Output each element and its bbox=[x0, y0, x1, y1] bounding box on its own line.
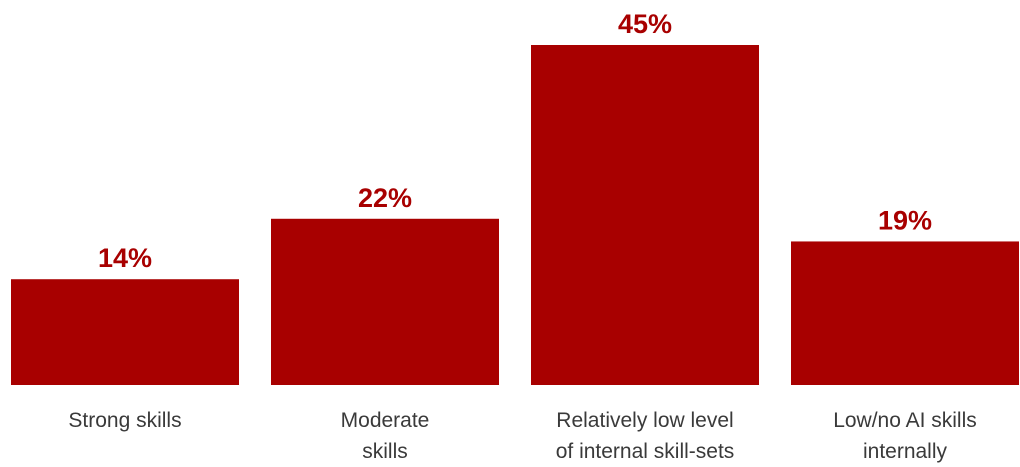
category-label-3-line-2: of internal skill-sets bbox=[556, 440, 735, 463]
bar-2 bbox=[271, 218, 499, 385]
category-label-2-line-1: Moderate bbox=[341, 409, 430, 432]
value-label-2: 22% bbox=[358, 183, 412, 213]
bar-4 bbox=[791, 241, 1019, 385]
category-label-1-line-1: Strong skills bbox=[68, 409, 181, 432]
value-label-1: 14% bbox=[98, 243, 152, 273]
category-label-4-line-2: internally bbox=[863, 440, 948, 463]
bar-3 bbox=[531, 45, 759, 385]
category-label-2-line-2: skills bbox=[362, 440, 408, 463]
value-label-3: 45% bbox=[618, 9, 672, 39]
bar-1 bbox=[11, 279, 239, 385]
category-label-4-line-1: Low/no AI skills bbox=[833, 409, 977, 432]
category-label-3-line-1: Relatively low level bbox=[556, 409, 733, 432]
value-label-4: 19% bbox=[878, 205, 932, 235]
